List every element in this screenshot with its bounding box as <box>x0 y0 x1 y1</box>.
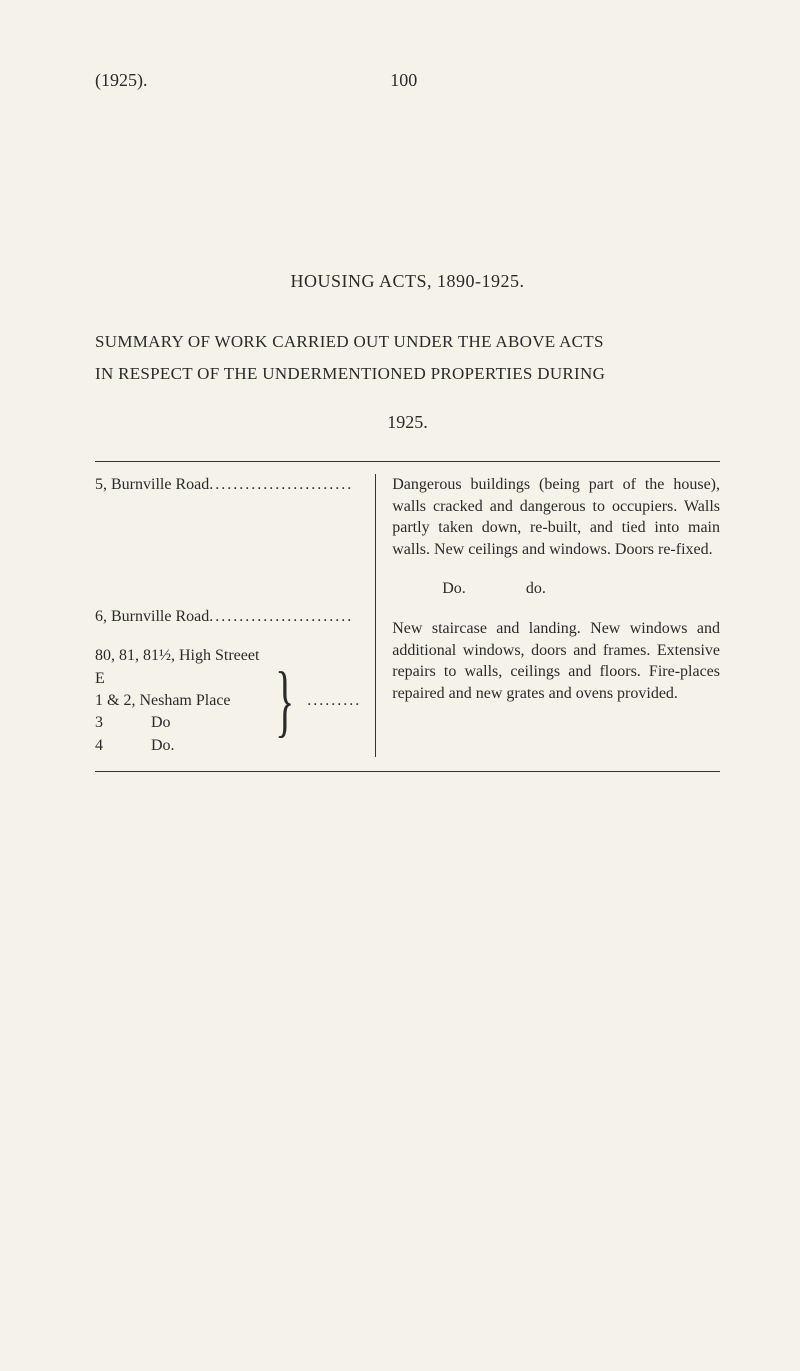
ditto-mark: Do. <box>442 578 466 600</box>
property-address: 5, Burnville Road <box>95 476 209 493</box>
property-description: New staircase and landing. New windows a… <box>392 618 720 704</box>
property-description: Dangerous buildings (being part of the h… <box>392 474 720 560</box>
property-address: 3 Do <box>95 712 265 734</box>
table-row-group: 80, 81, 81½, High Streeet E 1 & 2, Nesha… <box>95 645 361 757</box>
ditto-mark: do. <box>526 578 546 600</box>
table-left-column: 5, Burnville Road.......................… <box>95 474 376 757</box>
page-number: 100 <box>148 70 721 91</box>
property-address: 6, Burnville Road <box>95 608 209 625</box>
table-row: 5, Burnville Road.......................… <box>95 474 361 496</box>
section-title: HOUSING ACTS, 1890-1925. <box>95 271 720 292</box>
dot-leaders: ......... <box>305 690 361 712</box>
document-page: (1925). 100 HOUSING ACTS, 1890-1925. SUM… <box>0 0 800 832</box>
subtitle-line-1: SUMMARY OF WORK CARRIED OUT UNDER THE AB… <box>95 332 720 352</box>
header-year: (1925). <box>95 70 148 91</box>
table-row: 6, Burnville Road.......................… <box>95 606 361 628</box>
property-address: 4 Do. <box>95 735 265 757</box>
curly-brace-icon: } <box>275 669 295 733</box>
property-address: 80, 81, 81½, High Streeet E <box>95 645 265 690</box>
dot-leaders: ........................ <box>209 608 353 625</box>
properties-table: 5, Burnville Road.......................… <box>95 461 720 772</box>
dot-leaders: ........................ <box>209 476 353 493</box>
grouped-addresses: 80, 81, 81½, High Streeet E 1 & 2, Nesha… <box>95 645 265 757</box>
property-description: Do. do. <box>392 578 720 600</box>
table-right-column: Dangerous buildings (being part of the h… <box>376 474 720 757</box>
year-line: 1925. <box>95 412 720 433</box>
subtitle-line-2: IN RESPECT OF THE UNDERMENTIONED PROPERT… <box>95 364 720 384</box>
property-address: 1 & 2, Nesham Place <box>95 690 265 712</box>
page-header: (1925). 100 <box>95 70 720 91</box>
